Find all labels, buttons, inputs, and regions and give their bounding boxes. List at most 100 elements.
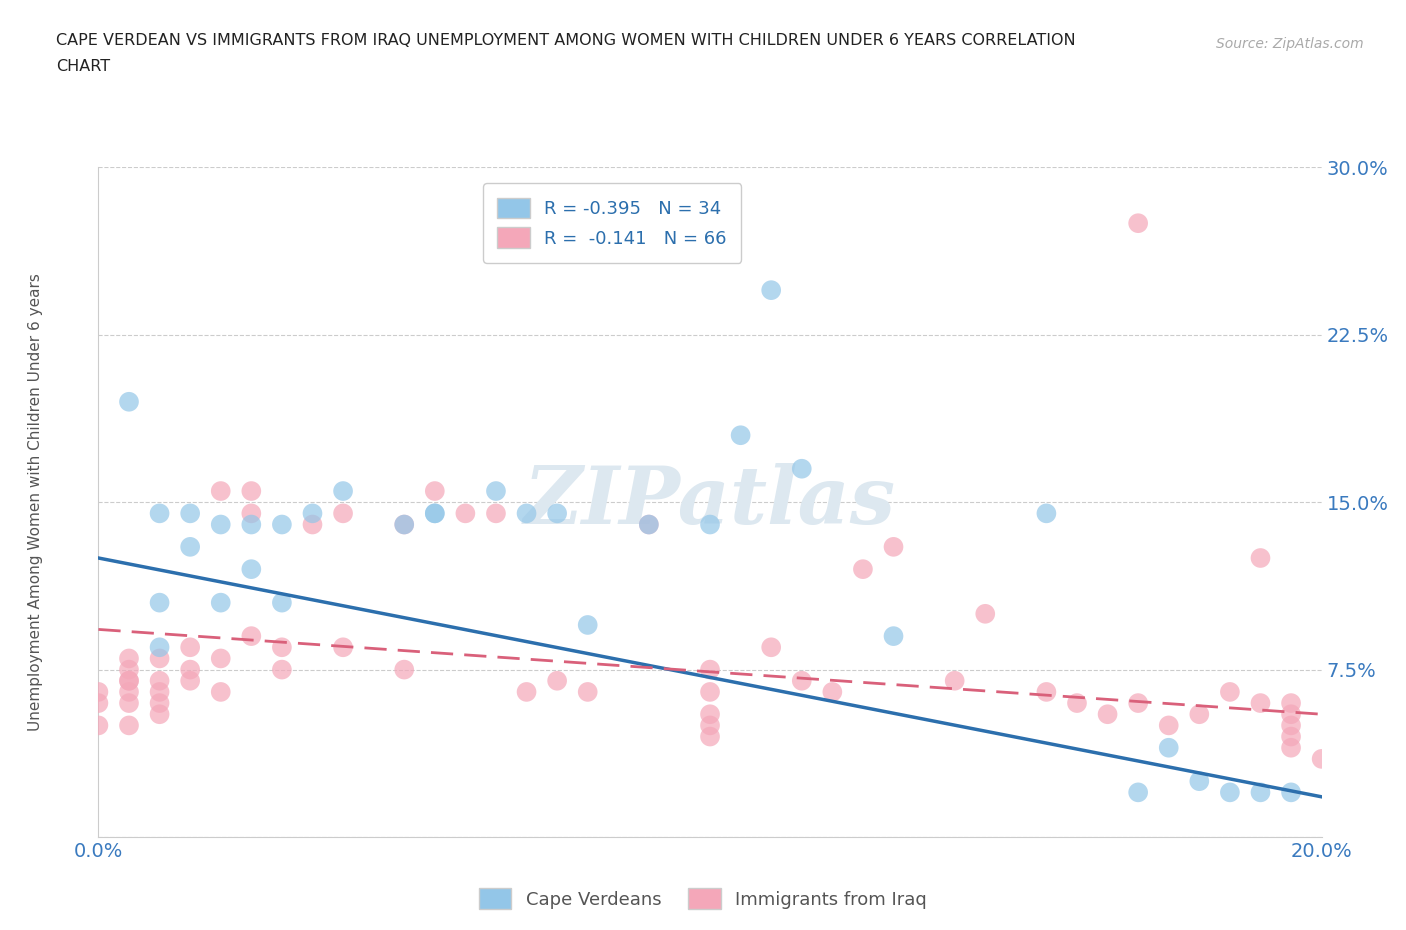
Point — [118, 662, 141, 677]
Point — [1128, 696, 1150, 711]
Point — [392, 517, 416, 532]
Point — [699, 707, 721, 722]
Point — [1188, 774, 1211, 789]
Point — [1128, 785, 1150, 800]
Point — [699, 517, 721, 532]
Point — [179, 673, 201, 688]
Point — [301, 517, 323, 532]
Point — [1219, 684, 1241, 699]
Point — [270, 595, 292, 610]
Point — [1279, 785, 1302, 800]
Point — [576, 684, 599, 699]
Point — [790, 673, 813, 688]
Point — [1249, 785, 1271, 800]
Point — [209, 684, 232, 699]
Point — [209, 595, 232, 610]
Point — [883, 629, 905, 644]
Point — [118, 684, 141, 699]
Text: CHART: CHART — [56, 59, 110, 73]
Point — [118, 718, 141, 733]
Point — [118, 651, 141, 666]
Point — [699, 718, 721, 733]
Point — [699, 662, 721, 677]
Point — [149, 651, 172, 666]
Point — [1279, 718, 1302, 733]
Point — [270, 640, 292, 655]
Point — [759, 283, 782, 298]
Point — [699, 729, 721, 744]
Point — [485, 506, 508, 521]
Point — [516, 506, 538, 521]
Point — [209, 651, 232, 666]
Text: ZIPatlas: ZIPatlas — [524, 463, 896, 541]
Point — [1219, 785, 1241, 800]
Point — [1188, 707, 1211, 722]
Point — [943, 673, 966, 688]
Point — [883, 539, 905, 554]
Point — [485, 484, 508, 498]
Point — [149, 684, 172, 699]
Point — [1066, 696, 1088, 711]
Text: Unemployment Among Women with Children Under 6 years: Unemployment Among Women with Children U… — [28, 273, 42, 731]
Point — [87, 696, 110, 711]
Point — [240, 484, 263, 498]
Point — [149, 696, 172, 711]
Point — [149, 595, 172, 610]
Point — [118, 673, 141, 688]
Point — [179, 539, 201, 554]
Point — [423, 484, 446, 498]
Point — [1249, 696, 1271, 711]
Point — [852, 562, 875, 577]
Point — [118, 394, 141, 409]
Point — [423, 506, 446, 521]
Legend: Cape Verdeans, Immigrants from Iraq: Cape Verdeans, Immigrants from Iraq — [471, 881, 935, 916]
Point — [1279, 740, 1302, 755]
Point — [730, 428, 752, 443]
Point — [790, 461, 813, 476]
Point — [1249, 551, 1271, 565]
Point — [454, 506, 477, 521]
Legend: R = -0.395   N = 34, R =  -0.141   N = 66: R = -0.395 N = 34, R = -0.141 N = 66 — [484, 183, 741, 263]
Point — [240, 629, 263, 644]
Point — [270, 517, 292, 532]
Point — [699, 684, 721, 699]
Point — [149, 673, 172, 688]
Point — [179, 662, 201, 677]
Point — [240, 506, 263, 521]
Point — [332, 640, 354, 655]
Point — [974, 606, 997, 621]
Point — [1128, 216, 1150, 231]
Point — [1157, 718, 1180, 733]
Point — [546, 506, 568, 521]
Point — [209, 484, 232, 498]
Point — [576, 618, 599, 632]
Point — [179, 640, 201, 655]
Point — [1279, 696, 1302, 711]
Point — [118, 696, 141, 711]
Text: Source: ZipAtlas.com: Source: ZipAtlas.com — [1216, 37, 1364, 51]
Point — [1035, 684, 1057, 699]
Point — [392, 662, 416, 677]
Point — [1035, 506, 1057, 521]
Point — [392, 517, 416, 532]
Point — [637, 517, 661, 532]
Point — [149, 707, 172, 722]
Point — [1279, 707, 1302, 722]
Text: CAPE VERDEAN VS IMMIGRANTS FROM IRAQ UNEMPLOYMENT AMONG WOMEN WITH CHILDREN UNDE: CAPE VERDEAN VS IMMIGRANTS FROM IRAQ UNE… — [56, 33, 1076, 47]
Point — [209, 517, 232, 532]
Point — [1310, 751, 1333, 766]
Point — [118, 673, 141, 688]
Point — [87, 684, 110, 699]
Point — [332, 484, 354, 498]
Point — [87, 718, 110, 733]
Point — [1157, 740, 1180, 755]
Point — [516, 684, 538, 699]
Point — [301, 506, 323, 521]
Point — [1097, 707, 1119, 722]
Point — [637, 517, 661, 532]
Point — [240, 562, 263, 577]
Point — [149, 506, 172, 521]
Point — [270, 662, 292, 677]
Point — [179, 506, 201, 521]
Point — [759, 640, 782, 655]
